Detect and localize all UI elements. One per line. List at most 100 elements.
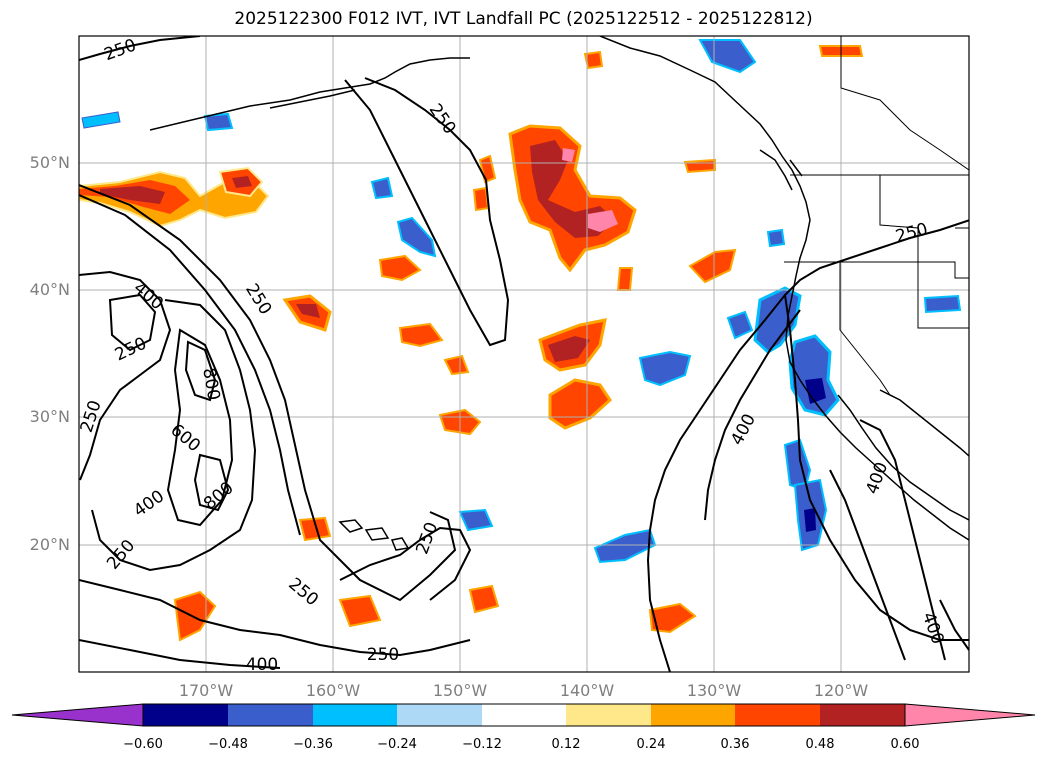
colorbar-segment bbox=[735, 704, 820, 726]
shade-cool-blob bbox=[923, 294, 962, 314]
lon-label: 130°W bbox=[686, 681, 742, 700]
colorbar-segment bbox=[566, 704, 651, 726]
map-plot-area: 250 250 250 250 250 250 250 250 250 250 … bbox=[79, 36, 969, 675]
shade-cool-blob bbox=[726, 310, 754, 340]
contour-250 bbox=[79, 184, 457, 602]
shade-warm-blob bbox=[443, 354, 470, 376]
shade-warm-blob bbox=[548, 336, 590, 362]
shade-warm-blob bbox=[298, 516, 332, 542]
alaska-peninsula bbox=[269, 89, 356, 109]
contour-label: 250 bbox=[367, 645, 399, 665]
colorbar-upper-extension bbox=[904, 703, 1036, 727]
coastlines bbox=[149, 36, 969, 541]
colorbar-tick-label: 0.36 bbox=[720, 737, 750, 752]
shade-cool-blob bbox=[203, 112, 234, 132]
contour-400 bbox=[704, 309, 801, 521]
shade-warm-blob bbox=[562, 148, 575, 162]
shade-warm-blob bbox=[548, 378, 612, 430]
contour-600 bbox=[166, 328, 234, 527]
contour-250 bbox=[339, 526, 472, 601]
shade-cool-blob bbox=[753, 286, 802, 354]
state-border bbox=[784, 261, 969, 279]
colorbar-segment bbox=[651, 704, 735, 726]
ivt-contours bbox=[79, 36, 969, 672]
lat-label: 50°N bbox=[29, 153, 70, 172]
state-border bbox=[839, 262, 891, 396]
colorbar-lower-extension bbox=[11, 703, 144, 727]
bc-islands bbox=[759, 149, 803, 191]
contour-label: 400 bbox=[246, 655, 278, 675]
contour-400 bbox=[939, 599, 969, 651]
contour-250 bbox=[784, 294, 969, 641]
colorbar-segment bbox=[397, 704, 482, 726]
colorbar-tick-label: −0.60 bbox=[123, 737, 163, 752]
contour-250 bbox=[646, 219, 969, 672]
gulf-california bbox=[879, 389, 969, 457]
colorbar-tick-label: 0.48 bbox=[805, 737, 835, 752]
shade-cool-blob bbox=[396, 216, 437, 258]
contour-400 bbox=[108, 293, 157, 352]
colorbar-segment bbox=[228, 704, 313, 726]
contour-250 bbox=[79, 36, 201, 61]
shade-warm-blob bbox=[688, 248, 737, 284]
shade-cool-blob bbox=[805, 378, 826, 404]
shade-warm-blob bbox=[173, 590, 217, 642]
shade-warm-blob bbox=[472, 186, 490, 212]
shade-cool-blob bbox=[766, 228, 786, 248]
colorbar-segment bbox=[143, 704, 228, 726]
colorbar-tick-label: 0.12 bbox=[551, 737, 581, 752]
shade-cool-blob bbox=[804, 508, 816, 532]
colorbar-segment bbox=[313, 704, 397, 726]
colorbar-tick-label: −0.36 bbox=[293, 737, 333, 752]
colorbar-tick-label: 0.60 bbox=[890, 737, 920, 752]
lat-label: 30°N bbox=[29, 407, 70, 426]
lat-label: 20°N bbox=[29, 535, 70, 554]
shade-warm-blob bbox=[296, 304, 320, 318]
shade-warm-blob bbox=[338, 594, 382, 628]
lon-label: 170°W bbox=[178, 681, 234, 700]
colorbar-tick-label: 0.24 bbox=[636, 737, 666, 752]
lon-label: 160°W bbox=[305, 681, 361, 700]
lon-label: 140°W bbox=[559, 681, 615, 700]
contour-400 bbox=[79, 639, 281, 669]
colorbar-outline bbox=[142, 703, 906, 727]
contour-250 bbox=[79, 579, 471, 657]
page-title: 2025122300 F012 IVT, IVT Landfall PC (20… bbox=[234, 9, 813, 29]
contour-400 bbox=[91, 299, 257, 572]
colorbar-tick-label: −0.12 bbox=[462, 737, 502, 752]
shade-warm-blob bbox=[468, 584, 500, 614]
contour-800 bbox=[193, 453, 230, 512]
alaska-coast bbox=[149, 57, 470, 131]
shade-warm-blob bbox=[583, 50, 604, 70]
baja-coast bbox=[837, 394, 969, 521]
gulf-alaska-coast bbox=[599, 36, 969, 541]
lon-label: 120°W bbox=[813, 681, 869, 700]
shade-cool-blob bbox=[638, 350, 692, 387]
contour-800 bbox=[184, 340, 217, 402]
contour-250 bbox=[79, 270, 172, 481]
shade-warm-blob bbox=[616, 267, 634, 291]
colorbar-segment bbox=[820, 704, 905, 726]
lon-label: 150°W bbox=[432, 681, 488, 700]
alaska-canada-border bbox=[840, 36, 969, 171]
shade-warm-blob bbox=[683, 158, 716, 174]
shade-cool-blob bbox=[458, 508, 494, 532]
contour-400 bbox=[829, 469, 906, 661]
contour-250 bbox=[79, 194, 301, 536]
shade-cool-blob bbox=[788, 334, 840, 417]
colorbar-tick-label: −0.24 bbox=[377, 737, 417, 752]
shade-warm-blob bbox=[398, 322, 444, 348]
shade-cool-blob bbox=[81, 111, 121, 129]
shade-warm-blob bbox=[378, 254, 422, 282]
colorbar-tick-label: −0.48 bbox=[208, 737, 248, 752]
shade-warm-blob bbox=[100, 186, 165, 204]
contour-400 bbox=[859, 419, 946, 661]
borders bbox=[784, 36, 969, 396]
shade-warm-blob bbox=[588, 210, 618, 232]
contour-250 bbox=[344, 77, 510, 347]
lat-label: 40°N bbox=[29, 280, 70, 299]
shade-warm-blob bbox=[232, 176, 252, 188]
map-frame bbox=[78, 35, 970, 673]
shade-warm-blob bbox=[648, 602, 697, 634]
